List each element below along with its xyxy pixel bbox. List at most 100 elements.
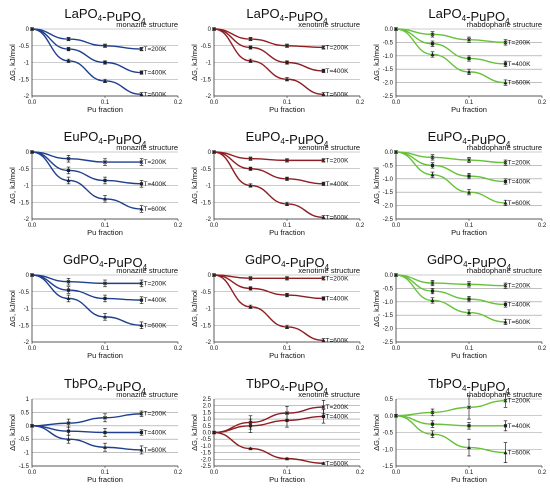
x-tick-label: 0.1 bbox=[101, 346, 110, 352]
y-tick-label: 0 bbox=[208, 273, 212, 279]
data-point bbox=[139, 182, 144, 186]
data-point bbox=[467, 190, 471, 194]
y-axis-label: ΔG, kJ/mol bbox=[190, 290, 199, 327]
y-axis-label: ΔG, kJ/mol bbox=[8, 290, 17, 327]
data-point bbox=[430, 163, 435, 167]
data-point bbox=[430, 422, 435, 426]
structure-label: rhabdophane structure bbox=[467, 20, 542, 29]
data-point bbox=[285, 324, 289, 329]
x-axis-label: Pu fraction bbox=[269, 228, 305, 237]
x-tick-label: 0.2 bbox=[356, 223, 365, 229]
data-point bbox=[285, 418, 289, 423]
structure-label: xenotime structure bbox=[298, 143, 360, 152]
series-label: T=200K bbox=[508, 398, 532, 405]
x-axis-label: Pu fraction bbox=[451, 475, 487, 484]
y-tick-label: -0.5 bbox=[19, 437, 30, 443]
series-line-2 bbox=[31, 151, 142, 185]
x-axis-label: Pu fraction bbox=[269, 475, 305, 484]
y-tick-label: -0.5 bbox=[201, 167, 212, 173]
data-point bbox=[248, 304, 253, 309]
series-label: T=400K bbox=[326, 413, 350, 420]
series-label: T=600K bbox=[144, 322, 168, 329]
chart-title: LaPO4-PuPO4 bbox=[428, 6, 510, 26]
data-point bbox=[321, 182, 326, 186]
y-tick-label: 1 bbox=[26, 397, 30, 403]
structure-label: rhabdophane structure bbox=[467, 266, 542, 275]
data-point bbox=[503, 80, 508, 85]
data-point bbox=[66, 288, 71, 292]
x-tick-label: 0.0 bbox=[28, 346, 37, 352]
data-point bbox=[139, 47, 144, 52]
data-point bbox=[321, 276, 326, 281]
y-axis-label: ΔG, kJ/mol bbox=[190, 44, 199, 81]
series-line-2 bbox=[395, 151, 506, 183]
x-tick-label: 0.2 bbox=[356, 470, 365, 476]
y-tick-label: 0.0 bbox=[203, 431, 212, 437]
x-axis-label: Pu fraction bbox=[87, 228, 123, 237]
y-tick-label: -1.5 bbox=[19, 464, 30, 470]
data-point bbox=[30, 273, 34, 277]
series-line-2 bbox=[395, 28, 506, 65]
chart-title: EuPO4-PuPO4 bbox=[428, 129, 511, 149]
structure-label: monazite structure bbox=[116, 390, 178, 399]
y-tick-label: -1 bbox=[24, 307, 30, 313]
x-tick-label: 0.0 bbox=[392, 223, 401, 229]
data-point bbox=[467, 445, 471, 450]
y-tick-label: -1.0 bbox=[383, 300, 394, 306]
x-tick-label: 0.1 bbox=[283, 346, 292, 352]
data-point bbox=[503, 200, 508, 205]
x-tick-label: 0.1 bbox=[465, 470, 474, 476]
chart-title: GdPO4-PuPO4 bbox=[427, 252, 512, 272]
series-label: T=200K bbox=[144, 159, 168, 166]
y-tick-label: -1.0 bbox=[201, 444, 212, 450]
data-point bbox=[503, 450, 508, 455]
data-point bbox=[139, 160, 144, 164]
data-point bbox=[103, 178, 107, 183]
y-tick-label: 1.0 bbox=[203, 417, 212, 423]
series-label: T=600K bbox=[508, 450, 532, 457]
data-point bbox=[66, 279, 71, 284]
data-point bbox=[503, 319, 508, 324]
data-point bbox=[321, 158, 326, 163]
y-tick-label: -1.5 bbox=[201, 451, 212, 457]
x-tick-label: 0.1 bbox=[283, 223, 292, 229]
y-tick-label: -0.5 bbox=[19, 290, 30, 296]
series-line-1 bbox=[213, 28, 324, 49]
data-point bbox=[430, 42, 435, 46]
y-tick-label: -2 bbox=[24, 94, 30, 100]
chart-title: EuPO4-PuPO4 bbox=[246, 129, 329, 149]
x-tick-label: 0.0 bbox=[392, 470, 401, 476]
y-axis-label: ΔG, kJ/mol bbox=[372, 414, 381, 451]
series-line-1 bbox=[395, 151, 506, 164]
x-tick-label: 0.1 bbox=[101, 223, 110, 229]
series-line-2 bbox=[31, 425, 142, 434]
data-point bbox=[66, 156, 71, 161]
series-label: T=600K bbox=[508, 200, 532, 207]
series-label: T=400K bbox=[326, 181, 350, 188]
y-tick-label: 0.5 bbox=[203, 424, 212, 430]
data-point bbox=[103, 314, 107, 319]
data-point bbox=[30, 27, 34, 31]
x-tick-label: 0.2 bbox=[538, 223, 547, 229]
data-point bbox=[430, 281, 435, 285]
y-axis-label: ΔG, kJ/mol bbox=[372, 167, 381, 204]
y-tick-label: -0.5 bbox=[201, 437, 212, 443]
y-tick-label: -1 bbox=[206, 184, 212, 190]
series-line-3 bbox=[395, 274, 506, 323]
y-tick-label: -2 bbox=[206, 94, 212, 100]
data-point bbox=[66, 437, 71, 441]
series-label: T=200K bbox=[508, 283, 532, 290]
y-tick-label: -2 bbox=[206, 217, 212, 223]
y-tick-label: -1.5 bbox=[201, 323, 212, 329]
y-tick-label: -2.5 bbox=[383, 217, 394, 223]
series-line-3 bbox=[213, 151, 324, 219]
series-line-3 bbox=[31, 28, 142, 96]
data-point bbox=[503, 62, 508, 66]
series-label: T=600K bbox=[326, 214, 350, 221]
data-point bbox=[394, 273, 398, 277]
data-point bbox=[503, 40, 508, 45]
data-point bbox=[103, 296, 107, 301]
